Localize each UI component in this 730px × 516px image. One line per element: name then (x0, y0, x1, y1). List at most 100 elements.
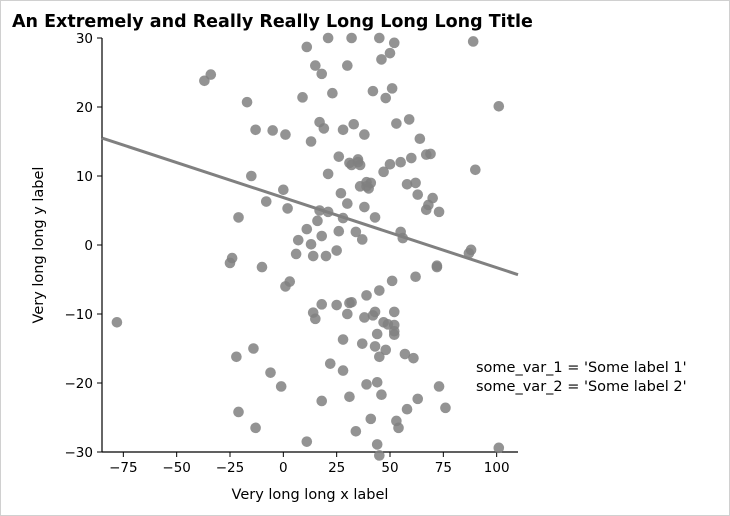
data-point (410, 271, 421, 283)
data-point (388, 306, 400, 318)
data-point (354, 159, 366, 171)
data-point (369, 306, 381, 318)
y-tick-label: −10 (65, 307, 94, 323)
data-point (384, 158, 396, 170)
data-point (111, 316, 123, 328)
x-tick-label: −25 (216, 460, 245, 476)
data-point (361, 290, 372, 301)
data-point (412, 393, 424, 405)
annotation-line-1: some_var_1 = 'Some label 1' (476, 360, 687, 376)
data-point (284, 276, 296, 287)
y-tick-label: 20 (76, 100, 93, 116)
data-point (470, 164, 481, 176)
data-point (241, 96, 253, 108)
data-point (337, 124, 349, 136)
data-point (420, 204, 432, 216)
data-point (324, 358, 336, 369)
data-point (431, 261, 443, 273)
annotation-line-2: some_var_2 = 'Some label 2' (476, 379, 687, 395)
data-point (346, 296, 357, 308)
data-point (337, 365, 349, 376)
data-point (316, 395, 328, 407)
data-point (275, 381, 287, 392)
regression-line (101, 136, 519, 277)
y-tick-label: 10 (76, 169, 93, 185)
data-point (388, 37, 400, 49)
data-point (412, 189, 424, 200)
data-point (433, 206, 445, 218)
x-ticks: −75 −50 −25 0 25 50 75 100 (109, 452, 510, 476)
data-point (297, 92, 308, 103)
data-point (318, 123, 330, 134)
data-point (386, 83, 398, 94)
data-point (371, 439, 383, 450)
data-point (401, 403, 413, 415)
x-tick-label: −75 (109, 460, 138, 476)
data-point (290, 248, 302, 260)
data-point (333, 151, 345, 162)
data-point (380, 92, 392, 104)
data-point (410, 177, 421, 189)
data-point (342, 308, 353, 320)
data-point (312, 215, 323, 227)
data-point (346, 32, 357, 44)
data-point (250, 124, 261, 136)
data-point (265, 367, 276, 378)
data-point (374, 285, 385, 296)
data-point (305, 239, 317, 250)
data-point (327, 87, 338, 99)
x-axis-label: Very long long x label (232, 487, 389, 503)
data-point (320, 250, 332, 262)
data-point (333, 225, 345, 237)
data-point (316, 68, 328, 80)
data-point (359, 201, 370, 213)
data-point (359, 312, 370, 323)
data-point (231, 351, 242, 363)
data-point (374, 450, 385, 461)
data-point (350, 226, 362, 238)
data-point (401, 178, 413, 190)
data-point (310, 313, 321, 325)
data-point (374, 32, 385, 44)
data-point (382, 319, 394, 330)
data-point (331, 299, 342, 311)
data-point (406, 152, 417, 164)
data-point (440, 402, 451, 414)
data-point (365, 177, 377, 189)
data-point (467, 36, 479, 47)
data-point (493, 442, 505, 454)
y-tick-label: −30 (65, 445, 94, 461)
data-point (369, 212, 381, 223)
data-point (367, 85, 379, 97)
data-point (365, 413, 377, 425)
data-point (399, 348, 411, 360)
data-point (316, 299, 328, 310)
data-point (378, 166, 389, 178)
data-point (408, 352, 419, 364)
data-point (374, 351, 385, 363)
data-point (342, 198, 353, 209)
data-point (376, 54, 387, 65)
data-point (356, 338, 368, 349)
data-point (224, 257, 236, 269)
data-point (278, 184, 289, 196)
data-point (307, 250, 319, 262)
fit-line-group (101, 136, 519, 277)
data-point (331, 245, 342, 256)
data-point (310, 60, 321, 71)
data-point (322, 168, 334, 180)
data-point (384, 47, 396, 59)
chart-title: An Extremely and Really Really Long Long… (12, 12, 533, 32)
data-point (356, 234, 368, 245)
data-point (391, 118, 402, 129)
data-point (335, 187, 347, 199)
data-point (301, 41, 313, 53)
data-point (301, 436, 313, 447)
data-point (248, 343, 259, 354)
data-point (344, 391, 355, 403)
data-point (337, 334, 349, 345)
data-point (465, 244, 477, 256)
data-points (111, 32, 505, 461)
